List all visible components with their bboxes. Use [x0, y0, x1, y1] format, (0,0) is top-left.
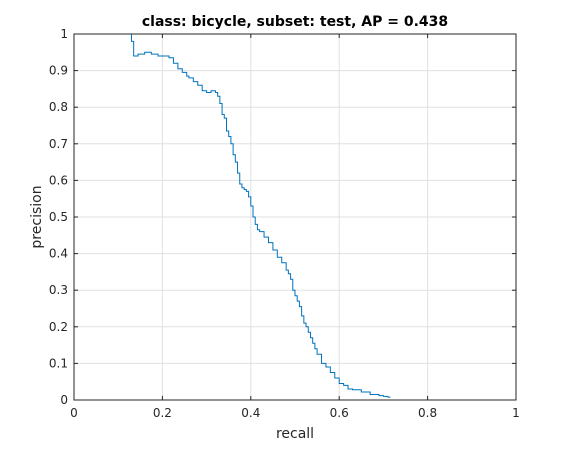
- y-tick-label: 1: [60, 27, 68, 41]
- x-axis-label: recall: [276, 426, 314, 442]
- x-tick-label: 0.8: [418, 406, 437, 420]
- y-tick-label: 0: [60, 393, 68, 407]
- y-tick-label: 0.7: [49, 137, 68, 151]
- tick-marks: [73, 33, 517, 401]
- y-tick-label: 0.8: [49, 100, 68, 114]
- y-tick-label: 0.3: [49, 283, 68, 297]
- y-tick-label: 0.4: [49, 247, 68, 261]
- y-tick-label: 0.1: [49, 356, 68, 370]
- x-tick-label: 0.4: [241, 406, 260, 420]
- x-tick-labels: 0 0.2 0.4 0.6 0.8 1: [70, 406, 520, 420]
- y-tick-label: 0.2: [49, 320, 68, 334]
- series-layer: [74, 33, 391, 398]
- y-tick-label: 0.5: [49, 210, 68, 224]
- x-tick-label: 1: [512, 406, 520, 420]
- y-tick-label: 0.9: [49, 64, 68, 78]
- precision-recall-curve: [74, 33, 391, 398]
- y-tick-labels: 0 0.1 0.2 0.3 0.4 0.5 0.6 0.7 0.8 0.9 1: [49, 27, 68, 407]
- y-tick-label: 0.6: [49, 173, 68, 187]
- x-tick-label: 0.6: [330, 406, 349, 420]
- x-tick-label: 0: [70, 406, 78, 420]
- y-axis-label: precision: [29, 185, 45, 248]
- x-tick-label: 0.2: [153, 406, 172, 420]
- chart-title: class: bicycle, subset: test, AP = 0.438: [142, 14, 448, 30]
